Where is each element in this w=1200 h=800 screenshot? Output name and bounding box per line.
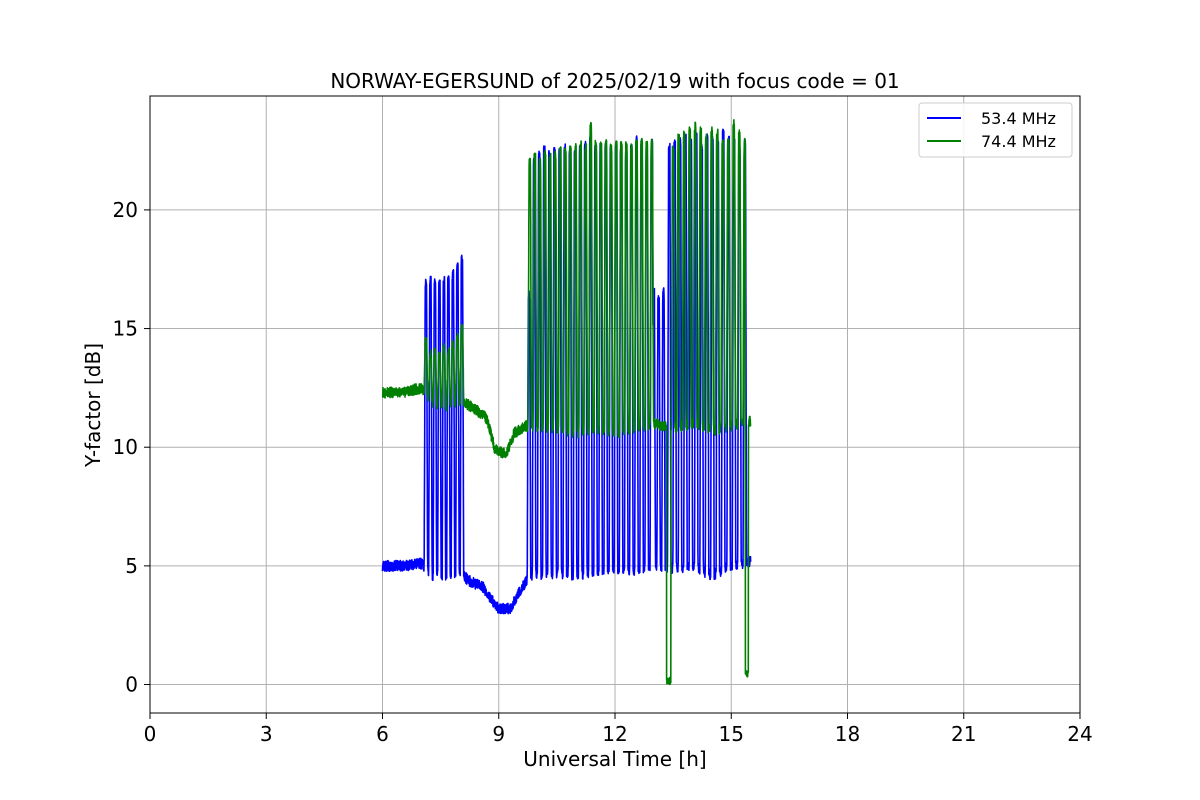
x-tick-label: 3 [260,722,273,746]
x-tick-label: 24 [1067,722,1092,746]
y-tick-label: 0 [125,673,138,697]
legend-box [918,102,1073,158]
x-axis-ticks: 0 3 6 9 12 15 18 21 24 [144,713,1093,746]
chart-title: NORWAY-EGERSUND of 2025/02/19 with focus… [330,69,899,93]
x-tick-label: 9 [492,722,505,746]
y-tick-label: 15 [113,317,138,341]
x-tick-label: 0 [144,722,157,746]
y-tick-label: 5 [125,554,138,578]
legend-label: 53.4 MHz [981,109,1056,128]
y-axis-label: Y-factor [dB] [81,343,105,468]
legend-label: 74.4 MHz [981,132,1056,151]
legend: 53.4 MHz 74.4 MHz [918,102,1073,158]
x-tick-label: 12 [602,722,627,746]
y-tick-label: 20 [113,198,138,222]
series-line-1 [381,119,752,686]
x-tick-label: 6 [376,722,389,746]
x-tick-label: 15 [719,722,744,746]
series-line-0 [381,128,752,615]
x-axis-label: Universal Time [h] [523,747,706,771]
x-tick-label: 21 [951,722,976,746]
y-axis-ticks: 0 5 10 15 20 [113,198,150,697]
plot-area [381,119,752,686]
y-tick-label: 10 [113,435,138,459]
x-tick-label: 18 [835,722,860,746]
